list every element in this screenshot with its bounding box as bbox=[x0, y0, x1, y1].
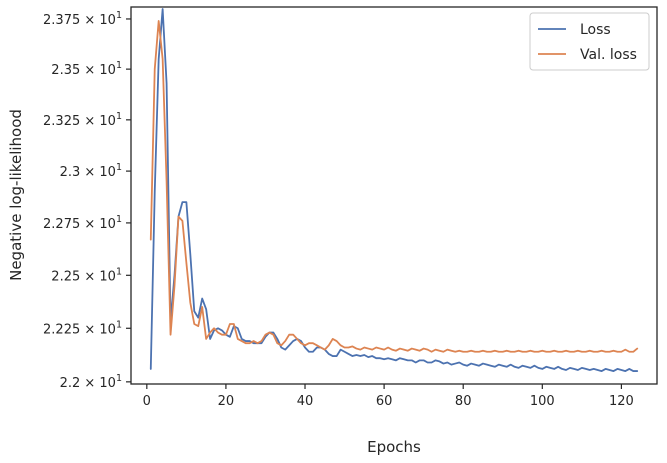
x-axis: 0 20 40 60 80 100 120 bbox=[143, 384, 634, 409]
y-tick-label: 2.275 × 101 bbox=[43, 214, 122, 232]
x-tick-label: 100 bbox=[530, 394, 555, 409]
series-line-val-loss bbox=[149, 20, 639, 353]
legend-label-loss: Loss bbox=[580, 22, 611, 38]
series-line-loss bbox=[149, 8, 639, 372]
axes-frame bbox=[130, 6, 658, 385]
x-tick-label: 80 bbox=[455, 394, 472, 409]
legend-label-val-loss: Val. loss bbox=[580, 47, 637, 63]
x-tick-label: 40 bbox=[297, 394, 314, 409]
y-tick-label: 2.2 × 101 bbox=[60, 373, 122, 391]
x-tick-label: 20 bbox=[218, 394, 235, 409]
y-tick-label: 2.375 × 101 bbox=[43, 10, 122, 28]
y-tick-label: 2.225 × 101 bbox=[43, 319, 122, 337]
x-tick-label: 120 bbox=[609, 394, 634, 409]
y-axis-label: Negative log-likelihood bbox=[7, 109, 25, 281]
x-axis-label: Epochs bbox=[367, 438, 421, 456]
y-tick-label: 2.25 × 101 bbox=[51, 266, 122, 284]
legend: Loss Val. loss bbox=[529, 12, 650, 71]
y-axis: 2.2 × 101 2.225 × 101 2.25 × 101 2.275 × 10… bbox=[43, 10, 131, 391]
y-tick-label: 2.325 × 101 bbox=[43, 111, 122, 129]
series-layer bbox=[149, 8, 639, 372]
legend-box bbox=[529, 12, 650, 71]
x-tick-label: 60 bbox=[376, 394, 393, 409]
x-tick-label: 0 bbox=[143, 394, 151, 409]
y-tick-label: 2.3 × 101 bbox=[60, 162, 122, 180]
y-tick-label: 2.35 × 101 bbox=[51, 60, 122, 78]
